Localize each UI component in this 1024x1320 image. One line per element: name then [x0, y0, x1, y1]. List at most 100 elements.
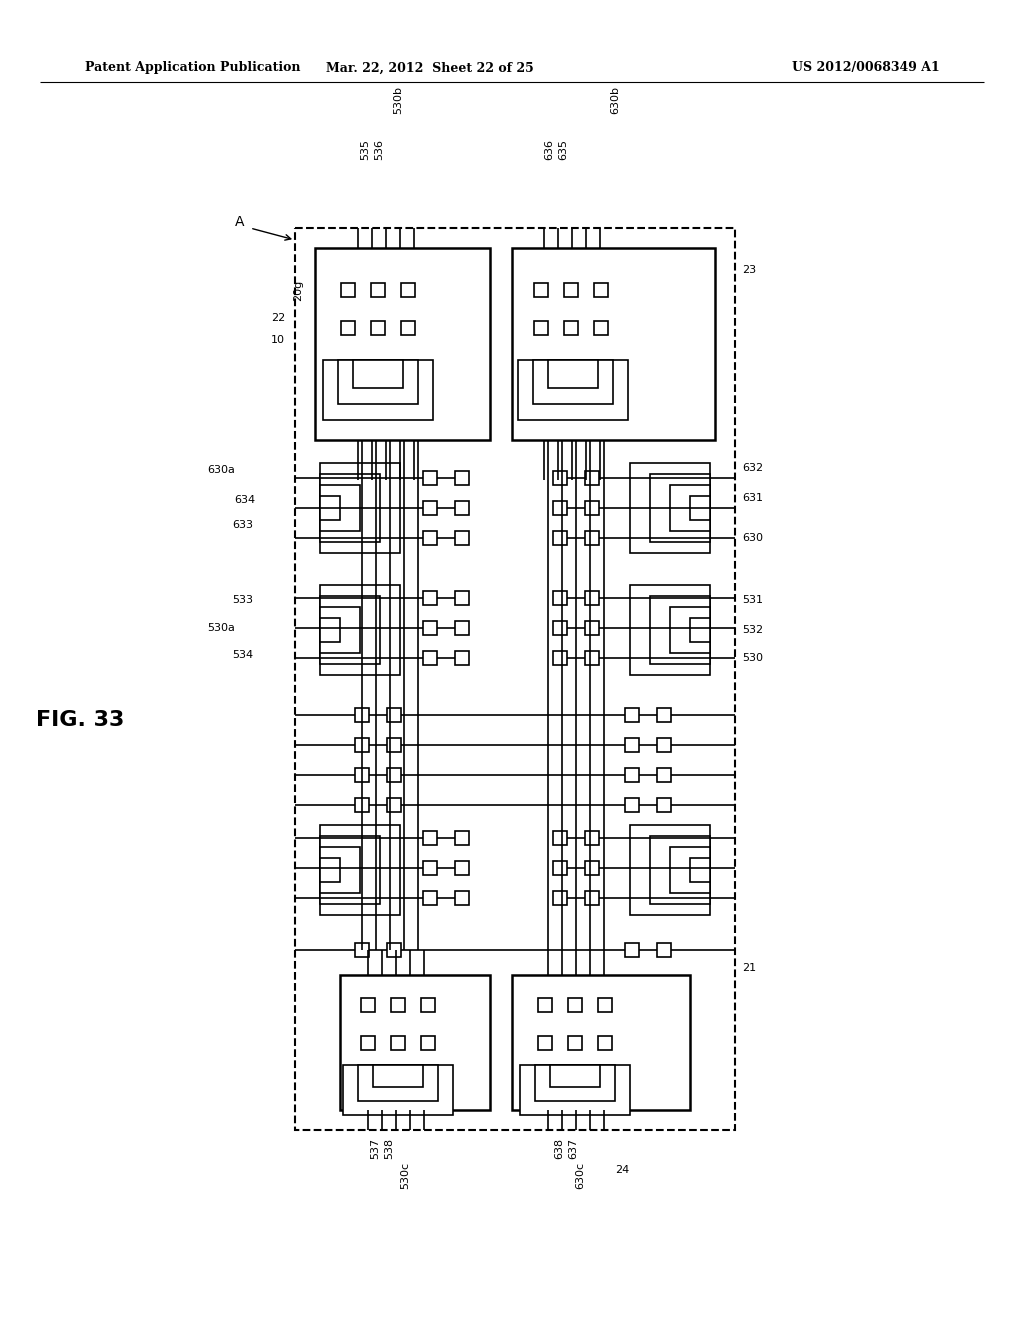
Bar	[361, 998, 375, 1012]
Text: 630: 630	[742, 533, 763, 543]
Bar	[319, 836, 380, 904]
Bar	[553, 531, 567, 545]
Bar	[548, 360, 598, 388]
Bar	[455, 651, 469, 665]
Bar	[401, 321, 415, 335]
Bar	[319, 474, 380, 543]
Bar	[423, 620, 437, 635]
Bar	[534, 360, 613, 404]
Bar	[568, 1036, 582, 1049]
Bar	[657, 942, 671, 957]
Bar	[670, 847, 710, 894]
Text: Mar. 22, 2012  Sheet 22 of 25: Mar. 22, 2012 Sheet 22 of 25	[326, 62, 534, 74]
Bar	[585, 832, 599, 845]
Bar	[423, 651, 437, 665]
Bar	[594, 282, 608, 297]
Bar	[421, 1036, 435, 1049]
Text: 24: 24	[615, 1166, 630, 1175]
Bar	[585, 471, 599, 484]
Bar	[387, 738, 401, 752]
Text: 530: 530	[742, 653, 763, 663]
Bar	[650, 597, 710, 664]
Text: 630c: 630c	[575, 1162, 585, 1188]
Bar	[550, 1065, 600, 1086]
Text: US 2012/0068349 A1: US 2012/0068349 A1	[793, 62, 940, 74]
Bar	[387, 768, 401, 781]
Bar	[657, 768, 671, 781]
Bar	[512, 248, 715, 440]
Text: 10: 10	[271, 335, 285, 345]
Bar	[319, 858, 340, 882]
Bar	[534, 321, 548, 335]
Bar	[594, 321, 608, 335]
Bar	[690, 858, 710, 882]
Text: 535: 535	[360, 140, 370, 161]
Bar	[358, 1065, 438, 1101]
Bar	[657, 738, 671, 752]
Bar	[455, 861, 469, 875]
Bar	[598, 1036, 612, 1049]
Text: 530b: 530b	[393, 86, 403, 114]
Bar	[690, 496, 710, 520]
Bar	[423, 832, 437, 845]
Bar	[625, 708, 639, 722]
Text: 538: 538	[384, 1138, 394, 1159]
Bar	[538, 998, 552, 1012]
Bar	[630, 825, 710, 915]
Bar	[455, 891, 469, 906]
Bar	[423, 861, 437, 875]
Text: 23: 23	[742, 265, 756, 275]
Bar	[564, 321, 578, 335]
Bar	[338, 360, 418, 404]
Bar	[323, 360, 433, 420]
Bar	[553, 651, 567, 665]
Bar	[355, 708, 369, 722]
Bar	[650, 836, 710, 904]
Bar	[319, 847, 360, 894]
Text: 633: 633	[232, 520, 253, 531]
Bar	[534, 282, 548, 297]
Bar	[455, 502, 469, 515]
Bar	[625, 942, 639, 957]
Bar	[391, 998, 406, 1012]
Bar	[401, 282, 415, 297]
Bar	[421, 998, 435, 1012]
Bar	[553, 891, 567, 906]
Bar	[650, 474, 710, 543]
Bar	[670, 607, 710, 653]
Bar	[355, 738, 369, 752]
Bar	[343, 1065, 453, 1115]
Bar	[585, 591, 599, 605]
Bar	[355, 799, 369, 812]
Bar	[455, 832, 469, 845]
Text: 531: 531	[742, 595, 763, 605]
Bar	[512, 975, 690, 1110]
Bar	[553, 861, 567, 875]
Bar	[423, 471, 437, 484]
Text: 21: 21	[742, 964, 756, 973]
Bar	[387, 942, 401, 957]
Text: 22: 22	[270, 313, 285, 323]
Bar	[585, 620, 599, 635]
Bar	[455, 471, 469, 484]
Bar	[625, 799, 639, 812]
Bar	[423, 531, 437, 545]
Bar	[319, 607, 360, 653]
Bar	[657, 708, 671, 722]
Bar	[373, 1065, 423, 1086]
Bar	[538, 1036, 552, 1049]
Bar	[319, 618, 340, 642]
Bar	[455, 620, 469, 635]
Bar	[295, 228, 735, 1130]
Bar	[455, 591, 469, 605]
Bar	[564, 282, 578, 297]
Bar	[625, 768, 639, 781]
Bar	[553, 502, 567, 515]
Bar	[690, 618, 710, 642]
Text: 534: 534	[231, 649, 253, 660]
Text: Patent Application Publication: Patent Application Publication	[85, 62, 300, 74]
Bar	[455, 531, 469, 545]
Bar	[341, 321, 355, 335]
Bar	[585, 502, 599, 515]
Bar	[585, 861, 599, 875]
